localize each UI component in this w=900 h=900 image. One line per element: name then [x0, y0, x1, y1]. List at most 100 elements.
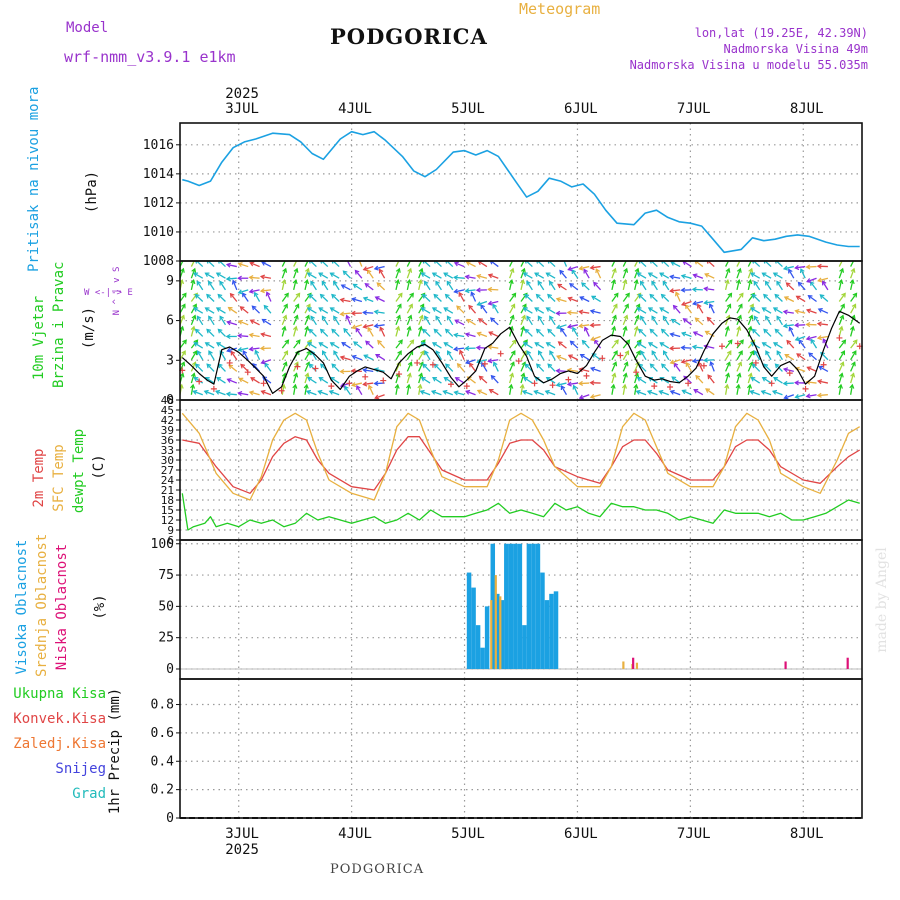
wind-arrow	[810, 339, 818, 349]
wind-arrow	[648, 307, 658, 314]
wind-arrow	[406, 304, 413, 314]
wind-arrow	[509, 304, 516, 314]
wind-arrow	[488, 359, 499, 362]
wind-arrow-head	[851, 361, 856, 367]
wind-arrow-head	[776, 280, 781, 286]
panel-frame	[179, 678, 863, 819]
wind-arrow	[634, 384, 638, 395]
wind-arrow-head	[821, 280, 827, 286]
wind-arrow-head	[423, 280, 429, 286]
wind-arrow-head	[465, 389, 471, 395]
wind-arrow-head	[524, 328, 530, 334]
wind-arrow	[523, 272, 533, 279]
wind-arrow	[611, 268, 616, 279]
wind-arrow-head	[669, 274, 675, 280]
wind-arrow	[817, 380, 829, 384]
wind-arrow-head	[464, 288, 470, 294]
wind-gust-mark	[429, 361, 436, 368]
wind-arrow	[330, 307, 340, 314]
y-tick-label: 1016	[143, 138, 174, 153]
wind-arrow	[226, 263, 237, 268]
wind-arrow-head	[373, 309, 379, 315]
wind-arrow	[374, 324, 385, 327]
cloud-mid-bar	[494, 575, 497, 669]
y-tick-label: 0.6	[151, 726, 174, 741]
wind-arrow	[659, 307, 670, 314]
wind-arrow	[795, 335, 806, 341]
wind-arrow-head	[342, 270, 348, 276]
data-layer	[179, 130, 863, 670]
wind-arrow-head	[522, 272, 528, 277]
wind-arrow-head	[737, 314, 742, 320]
precip-frz-label: Zaledj.Kisa	[13, 736, 106, 752]
y-tick-label: 39	[161, 424, 174, 437]
chart-kind-title: Meteogram	[519, 0, 601, 18]
wind-arrow-head	[765, 315, 770, 321]
wind-gust-mark	[260, 380, 267, 387]
wind-arrow	[590, 335, 601, 341]
wind-gust-mark	[599, 355, 606, 362]
wind-arrow	[281, 373, 286, 384]
wind-arrow	[736, 326, 741, 337]
wind-arrow	[549, 315, 556, 326]
wind-arrow-head	[659, 307, 665, 312]
wind-arrow	[661, 261, 670, 268]
wind-arrow	[549, 281, 556, 291]
wind-arrow-head	[611, 267, 617, 273]
wind-arrow	[293, 268, 298, 279]
wind-arrow	[774, 294, 783, 302]
wind-arrow	[375, 296, 385, 303]
wind-arrow	[795, 265, 806, 269]
wind-arrow-head	[537, 280, 543, 286]
wind-arrow	[466, 318, 476, 326]
wind-arrow	[520, 326, 525, 337]
wind-arrow	[281, 279, 286, 291]
wind-gust-mark	[802, 385, 809, 392]
wind-arrow	[651, 350, 658, 361]
wind-arrow	[850, 261, 855, 267]
wind-arrow-head	[329, 272, 335, 277]
wind-arrow-head	[477, 318, 483, 323]
wind-arrow-head	[443, 376, 449, 382]
wind-arrow	[264, 362, 272, 372]
wind-arrow-head	[378, 268, 384, 274]
wind-arrow-head	[181, 350, 186, 356]
wind-arrow-head	[489, 261, 495, 265]
wind-arrow	[281, 261, 286, 267]
y-tick-label: 0	[166, 662, 174, 677]
wind-arrow-head	[350, 310, 356, 316]
wind-gust-mark	[836, 334, 843, 341]
wind-arrow-head	[581, 282, 586, 288]
wind-arrow	[556, 370, 567, 373]
wind-arrow-head	[283, 350, 289, 356]
wind-arrow-head	[435, 315, 440, 321]
wind-arrow-head	[397, 303, 402, 309]
wind-arrow-head	[362, 367, 368, 373]
wind-arrow	[567, 324, 578, 328]
wind-arrow	[774, 328, 783, 337]
wind-arrow-head	[784, 354, 790, 359]
wind-gust-mark	[734, 340, 741, 347]
wind-arrow-head	[465, 261, 471, 266]
wind-arrow-head	[640, 315, 645, 321]
wind-arrow	[520, 304, 527, 314]
wind-arrow	[374, 394, 385, 399]
wind-arrow	[670, 333, 681, 338]
cloud-low-bar	[784, 661, 787, 669]
wind-arrow-head	[490, 374, 496, 380]
wind-arrow-head	[805, 308, 812, 314]
wind-arrow	[761, 390, 772, 396]
wind-arrow	[697, 362, 704, 372]
wind-arrow	[611, 315, 617, 326]
wind-gust-mark	[226, 359, 233, 366]
wind-arrow-head	[191, 267, 197, 273]
wind-arrow-head	[293, 314, 299, 320]
wind-arrow	[662, 315, 670, 326]
wind-arrow-field	[180, 261, 858, 400]
wind-arrow-head	[520, 372, 526, 378]
y-tick-label: 21	[161, 484, 174, 497]
wind-arrow-head	[649, 293, 655, 299]
wind-arrow-head	[420, 272, 426, 277]
wind-arrow-head	[419, 389, 425, 395]
wind-arrow	[304, 261, 309, 267]
